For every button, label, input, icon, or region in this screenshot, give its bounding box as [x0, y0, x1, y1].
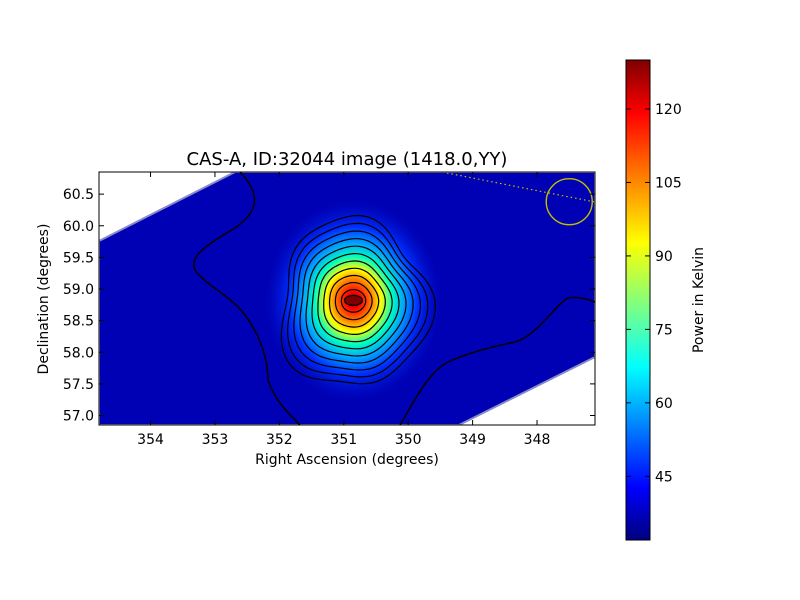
x-tick-label: 349 [459, 432, 486, 448]
y-tick-label: 60.5 [63, 187, 94, 203]
x-tick-label: 350 [395, 432, 422, 448]
colorbar-label: Power in Kelvin [691, 247, 707, 353]
y-tick-label: 57.5 [63, 377, 94, 393]
contour-level [328, 274, 380, 328]
contour-lines [280, 214, 436, 385]
contour-level [293, 230, 422, 371]
contour-level [286, 222, 429, 378]
colorbar-tick-label: 90 [655, 249, 673, 265]
x-tick-label: 354 [137, 432, 164, 448]
y-tick-label: 58.5 [63, 314, 94, 330]
y-axis: 57.0 57.5 58.0 58.5 59.0 59.5 60.0 60.5 [63, 187, 595, 425]
y-tick-label: 59.0 [63, 282, 94, 298]
colorbar-tick-label: 120 [655, 102, 682, 118]
outer-contour-right [399, 296, 595, 425]
contour-level [334, 282, 373, 321]
x-axis: 354 353 352 351 350 349 348 [137, 172, 550, 448]
y-tick-label: 57.0 [63, 409, 94, 425]
colorbar-ticks: 45 60 75 90 105 120 [626, 102, 682, 485]
contour-level [323, 267, 386, 335]
colorbar-tick-label: 60 [655, 396, 673, 412]
beam-marker [545, 178, 593, 226]
x-tick-label: 348 [524, 432, 551, 448]
x-tick-label: 351 [330, 432, 357, 448]
source-peak [343, 294, 364, 306]
y-tick-label: 59.5 [63, 250, 94, 266]
x-axis-label: Right Ascension (degrees) [255, 452, 439, 468]
y-axis-label: Declination (degrees) [36, 224, 52, 375]
contour-level [299, 238, 414, 364]
outer-contour-left [193, 172, 301, 425]
colorbar-tick-label: 45 [655, 469, 673, 485]
x-tick-label: 353 [202, 432, 229, 448]
y-tick-label: 58.0 [63, 345, 94, 361]
contour-level [280, 214, 436, 385]
contour-level [317, 260, 393, 343]
x-tick-label: 352 [266, 432, 293, 448]
colorbar-gradient [625, 59, 651, 541]
colorbar-tick-label: 75 [655, 322, 673, 338]
colorbar-tick-label: 105 [655, 175, 682, 191]
contour-level [305, 245, 407, 357]
colorbar: 45 60 75 90 105 120 Power in Kelvin [625, 59, 707, 541]
contour-level [340, 288, 367, 313]
plot-area [98, 171, 596, 426]
contour-level [311, 252, 400, 350]
chart-title: CAS-A, ID:32044 image (1418.0,YY) [187, 149, 508, 170]
y-tick-label: 60.0 [63, 219, 94, 235]
